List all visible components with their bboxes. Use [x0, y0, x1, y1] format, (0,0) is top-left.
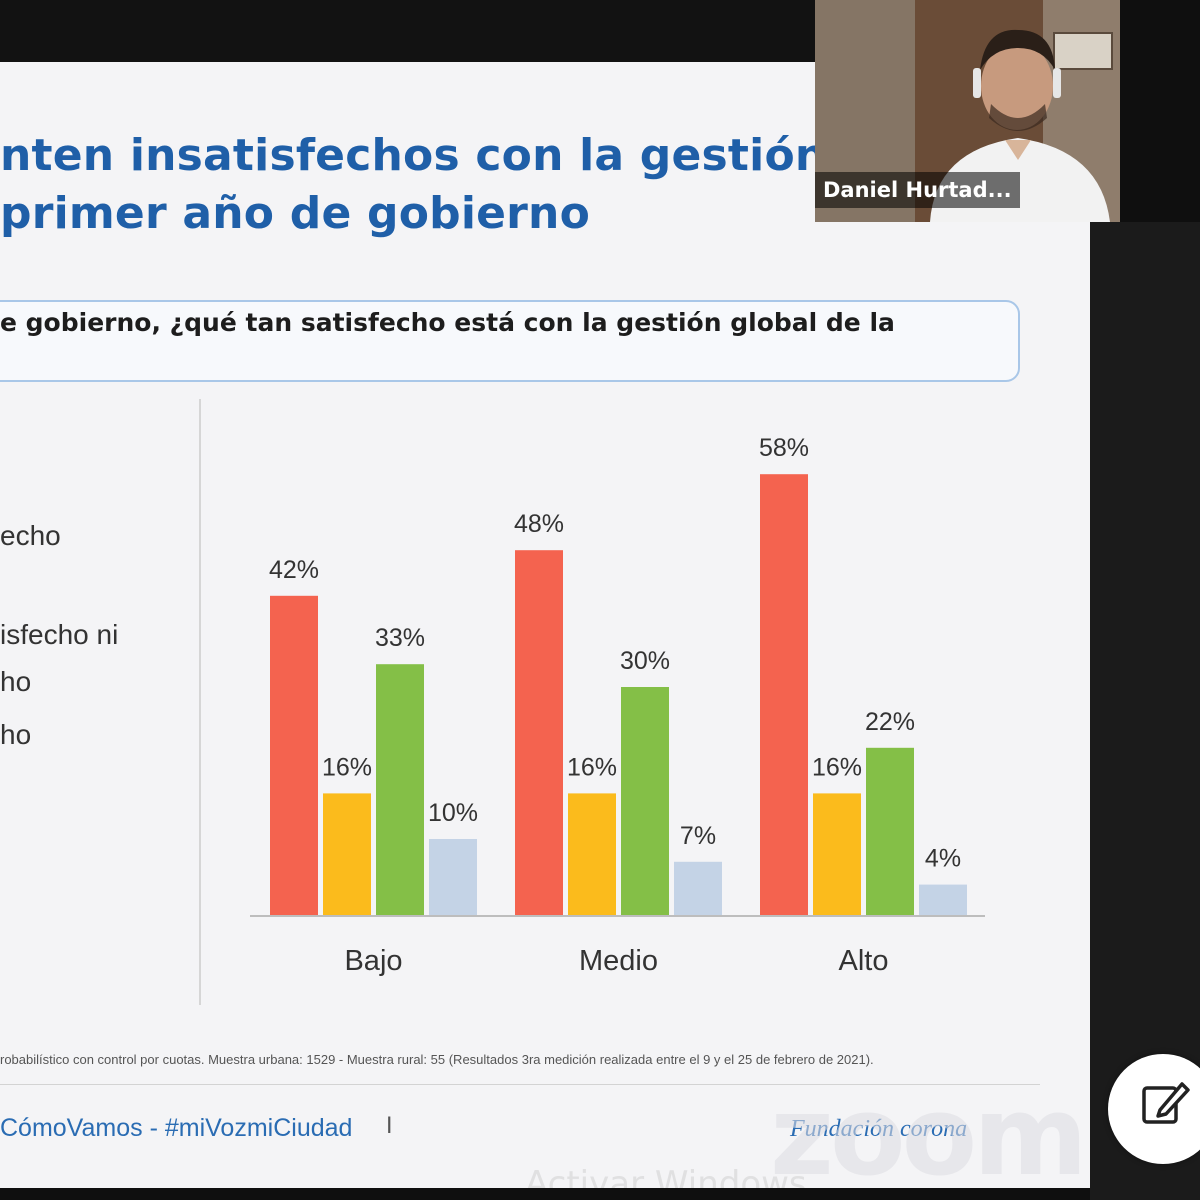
participant-avatar	[930, 29, 1110, 222]
bar-medio-2	[568, 793, 616, 915]
category-label-alto: Alto	[839, 945, 889, 977]
right-black-bar	[1090, 222, 1200, 1200]
data-label: 16%	[567, 753, 617, 781]
legend-item-2: isfecho ni	[0, 619, 119, 650]
footnote: robabilístico con control por cuotas. Mu…	[0, 1052, 874, 1067]
top-black-bar	[0, 0, 815, 62]
zoom-watermark: zoom	[770, 1072, 1088, 1188]
bar-alto-3	[866, 747, 914, 915]
category-label-bajo: Bajo	[344, 945, 402, 977]
category-label-medio: Medio	[579, 945, 658, 977]
data-label: 42%	[269, 556, 319, 584]
data-label: 16%	[322, 753, 372, 781]
legend-item-1: echo	[0, 520, 61, 551]
edit-icon	[1142, 1082, 1190, 1124]
edit-button[interactable]	[1108, 1054, 1200, 1164]
brand-logo: Fundación corona	[790, 1116, 968, 1142]
footer-hashtags: CómoVamos - #miVozmiCiudad	[0, 1114, 353, 1142]
data-label: 48%	[514, 510, 564, 538]
slide-title-line-2: primer año de gobierno	[0, 188, 590, 239]
legend-item-3: ho	[0, 666, 32, 697]
footer-divider	[0, 1084, 1040, 1085]
footer-separator: I	[386, 1114, 393, 1139]
wall-frame	[1053, 32, 1113, 70]
bar-medio-4	[674, 861, 722, 915]
bar-bajo-2	[323, 793, 371, 915]
legend-item-4: ho	[0, 719, 32, 750]
bar-alto-1	[760, 474, 808, 915]
data-label: 22%	[865, 708, 915, 736]
data-label: 58%	[759, 434, 809, 462]
bar-chart: 42%16%33%10%Bajo48%16%30%7%Medio58%16%22…	[250, 434, 985, 977]
bar-alto-2	[813, 793, 861, 915]
data-label: 7%	[680, 822, 716, 850]
data-label: 30%	[620, 647, 670, 675]
data-label: 4%	[925, 845, 961, 873]
activate-windows-watermark: Activar Windows	[525, 1164, 807, 1188]
data-label: 16%	[812, 753, 862, 781]
bar-bajo-1	[270, 595, 318, 915]
shared-slide: nten insatisfechos con la gestión primer…	[0, 62, 1090, 1188]
bar-alto-4	[919, 884, 967, 915]
bar-medio-3	[621, 687, 669, 915]
question-box	[0, 300, 1020, 382]
column-divider	[199, 399, 201, 1005]
bar-bajo-3	[376, 664, 424, 915]
question-text: e gobierno, ¿qué tan satisfecho está con…	[0, 308, 895, 337]
participant-video-tile[interactable]: Daniel Hurtad...	[815, 0, 1120, 222]
bar-medio-1	[515, 550, 563, 915]
bar-bajo-4	[429, 839, 477, 915]
participant-name-tag: Daniel Hurtad...	[815, 172, 1020, 208]
slide-title-line-1: nten insatisfechos con la gestión	[0, 130, 827, 181]
data-label: 33%	[375, 624, 425, 652]
data-label: 10%	[428, 799, 478, 827]
